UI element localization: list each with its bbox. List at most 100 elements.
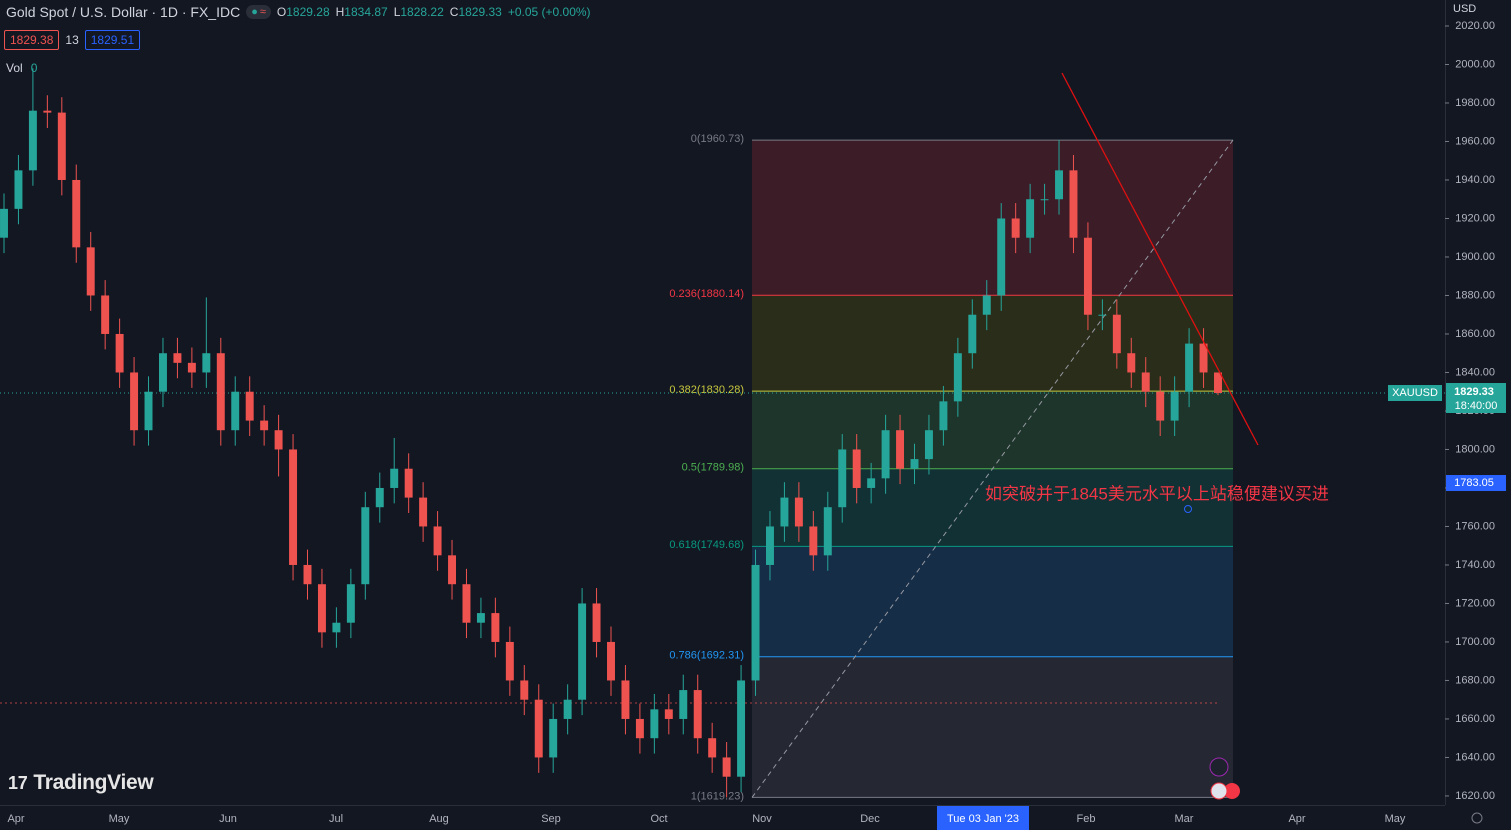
candle-body (245, 391, 254, 421)
volume-value: 0 (30, 61, 38, 75)
ohlc: O1829.28 H1834.87 L1828.22 C1829.33 +0.0… (276, 5, 591, 19)
time-label: Sep (541, 813, 561, 825)
candle-body (635, 718, 644, 739)
time-label: May (1385, 813, 1406, 825)
candle-body (650, 709, 659, 739)
header: Gold Spot / U.S. Dollar · 1D · FX_IDC ● ≈… (6, 4, 591, 20)
price-tag (1446, 383, 1506, 414)
price-tick-label: 1620.00 (1455, 790, 1495, 802)
fib-label: 0.382(1830.28) (669, 384, 744, 396)
candle-body (896, 430, 905, 469)
time-label: Apr (1288, 813, 1305, 825)
candle-body (693, 690, 702, 739)
candle-body (1214, 372, 1222, 394)
price-tick-label: 1860.00 (1455, 328, 1495, 340)
candle-body (838, 449, 847, 508)
event-icon (1224, 783, 1240, 799)
candle-body (852, 449, 861, 488)
candle-body (14, 170, 23, 209)
candle-body (1098, 314, 1107, 316)
candle-body (766, 526, 774, 565)
price-tick-label: 1920.00 (1455, 212, 1495, 224)
fib-zone (752, 140, 1233, 296)
candle-body (520, 680, 529, 700)
price-tick-label: 2000.00 (1455, 58, 1495, 70)
fib-label: 0(1960.73) (691, 133, 744, 145)
price-tick-label: 1680.00 (1455, 674, 1495, 686)
candle-body (1055, 170, 1063, 200)
candle-body (462, 584, 471, 623)
candle-body (664, 709, 673, 719)
candle-body (260, 420, 269, 431)
candle-body (390, 468, 399, 488)
time-label: Tue 03 Jan '23 (947, 813, 1019, 825)
symbol-title[interactable]: Gold Spot / U.S. Dollar · 1D · FX_IDC (6, 4, 241, 20)
candle-body (332, 622, 341, 633)
sell-price[interactable]: 1829.38 (4, 30, 60, 50)
candle-body (1112, 314, 1121, 354)
price-tick-label: 1960.00 (1455, 135, 1495, 147)
candle-body (419, 497, 428, 527)
candle-body (968, 314, 977, 354)
buy-price[interactable]: 1829.51 (84, 30, 141, 50)
candle-body (794, 497, 803, 527)
candle-body (534, 699, 543, 758)
time-label: Aug (429, 813, 449, 825)
time-label: Dec (860, 813, 880, 825)
candle-body (592, 603, 601, 642)
candle-body (1185, 343, 1194, 392)
annotation: 如突破并于1845美元水平以上站稳便建议买进 (985, 484, 1329, 503)
price-tick-label: 1840.00 (1455, 366, 1495, 378)
candle-body (317, 584, 326, 633)
candle-body (1170, 391, 1179, 421)
candle-body (433, 526, 442, 556)
fib-label: 0.786(1692.31) (669, 650, 744, 662)
event-icon (1209, 757, 1229, 777)
cursor-tag (1446, 475, 1506, 491)
price-tick-label: 1880.00 (1455, 289, 1495, 301)
high-value: 1834.87 (344, 5, 388, 19)
candle-body (187, 362, 196, 373)
candle-body (43, 110, 52, 113)
candle-body (476, 613, 485, 623)
time-label: Apr (7, 813, 24, 825)
candle-body (1069, 170, 1078, 238)
price-tick-label: 1800.00 (1455, 443, 1495, 455)
candle-body (361, 507, 370, 585)
fib-zone (752, 546, 1233, 657)
candle-body (1156, 391, 1165, 421)
price-tick-label: 1660.00 (1455, 713, 1495, 725)
candle-body (881, 430, 890, 479)
candle-body (1141, 372, 1150, 392)
candle-body (505, 641, 514, 681)
candle-body (809, 526, 818, 556)
price-tick-label: 1940.00 (1455, 174, 1495, 186)
open-value: 1829.28 (286, 5, 330, 19)
candle-body (216, 353, 225, 431)
candle-body (404, 468, 413, 498)
time-label: Feb (1077, 813, 1096, 825)
settings-icon (1471, 812, 1483, 824)
status-dots[interactable]: ● ≈ (246, 5, 271, 19)
candle-body (997, 218, 1006, 296)
time-label: Nov (752, 813, 772, 825)
price-tag-text: 1829.33 (1454, 386, 1494, 398)
candle-body (1127, 353, 1136, 373)
candle-body (708, 738, 717, 758)
candle-body (1026, 199, 1035, 238)
time-label: May (109, 813, 130, 825)
price-tick-label: 1640.00 (1455, 751, 1495, 763)
candle-body (491, 613, 500, 642)
candle-body (274, 430, 283, 450)
candle-body (303, 564, 312, 585)
event-icon (1210, 782, 1228, 800)
candle-body (953, 353, 962, 402)
fib-zone (752, 468, 1233, 547)
countdown: 18:40:00 (1455, 400, 1498, 412)
candle-body (289, 449, 298, 565)
fib-label: 0.236(1880.14) (669, 288, 744, 300)
logo-text: TradingView (33, 771, 154, 794)
fib-label: 0.5(1789.98) (682, 462, 744, 474)
